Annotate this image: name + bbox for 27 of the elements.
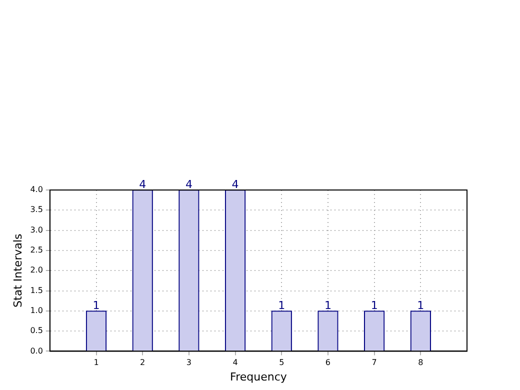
data-label: 4 [232,178,239,191]
y-tick-label: 0.0 [30,346,43,356]
x-tick-label: 7 [372,358,377,368]
x-tick-label: 8 [418,358,424,368]
y-axis-title: Stat Intervals [11,233,24,308]
x-tick-label: 2 [140,358,146,368]
x-tick-label: 5 [279,358,284,368]
data-label: 1 [324,298,332,312]
y-tick-label: 2.5 [30,246,43,255]
y-tick-label: 3.5 [30,205,43,214]
data-label: 1 [92,298,100,312]
data-label: 1 [417,298,424,312]
x-tick-label: 3 [186,358,192,368]
y-tick-label: 1.0 [30,306,43,315]
y-tick-label: 4.0 [30,185,43,194]
x-tick-label: 4 [232,358,238,368]
x-tick-label: 6 [325,358,331,368]
data-label: 4 [139,178,146,191]
data-label: 1 [370,298,378,312]
data-label: 4 [185,178,192,191]
y-tick-label: 2.0 [30,266,43,275]
x-tick-label: 1 [94,358,99,368]
y-tick-label: 0.5 [30,326,43,336]
data-label: 1 [278,298,286,312]
y-tick-label: 1.5 [30,286,43,295]
y-tick-label: 3.0 [30,225,43,234]
x-axis-title: Frequency [230,370,288,384]
